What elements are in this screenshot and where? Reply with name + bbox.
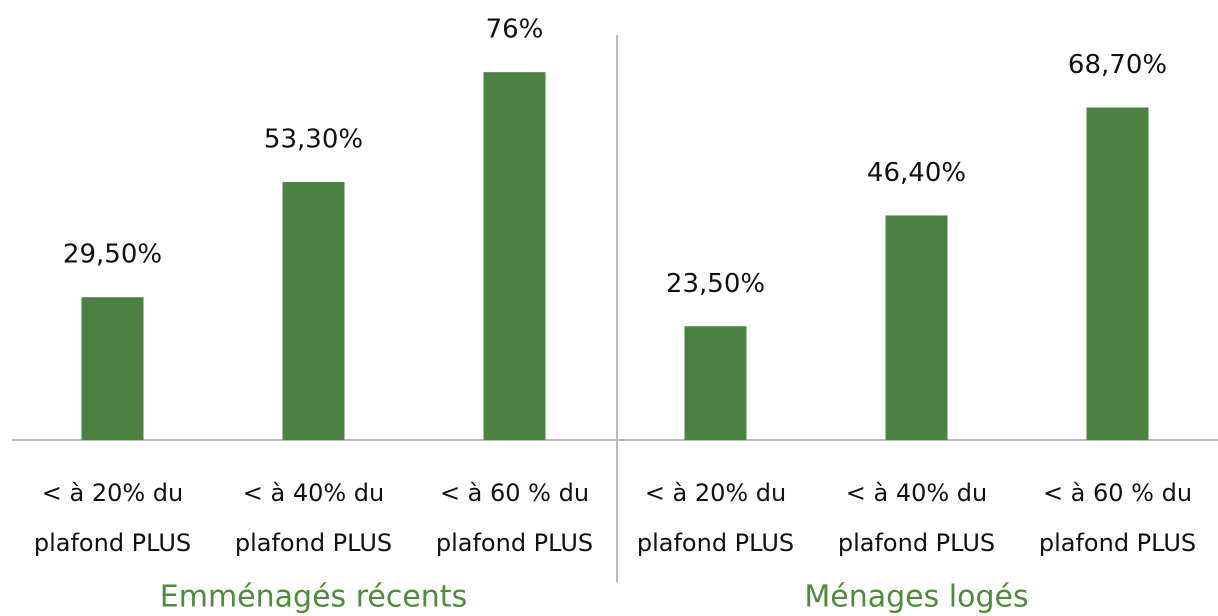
group-label: Ménages logés [804, 580, 1028, 615]
bar [885, 215, 948, 440]
group-label: Emménagés récents [160, 580, 467, 615]
bar [1086, 107, 1149, 440]
x-tick-label: < à 20% du [42, 479, 184, 507]
value-label: 76% [486, 15, 544, 45]
x-tick-label: < à 20% du [645, 479, 787, 507]
value-label: 68,70% [1068, 50, 1167, 80]
x-tick-label: plafond PLUS [436, 529, 593, 557]
value-label: 53,30% [264, 125, 363, 155]
x-tick-label: < à 60 % du [1043, 479, 1192, 507]
x-tick-label: plafond PLUS [637, 529, 794, 557]
value-label: 29,50% [63, 240, 162, 270]
x-tick-label: < à 60 % du [440, 479, 589, 507]
bar [282, 182, 345, 440]
bar [684, 326, 747, 440]
x-tick-label: < à 40% du [243, 479, 385, 507]
value-label: 23,50% [666, 269, 765, 299]
x-tick-label: plafond PLUS [34, 529, 191, 557]
x-tick-label: plafond PLUS [838, 529, 995, 557]
value-label: 46,40% [867, 158, 966, 188]
x-tick-label: plafond PLUS [1039, 529, 1196, 557]
x-tick-label: plafond PLUS [235, 529, 392, 557]
bar [81, 297, 144, 440]
bar [483, 72, 546, 440]
x-tick-label: < à 40% du [846, 479, 988, 507]
